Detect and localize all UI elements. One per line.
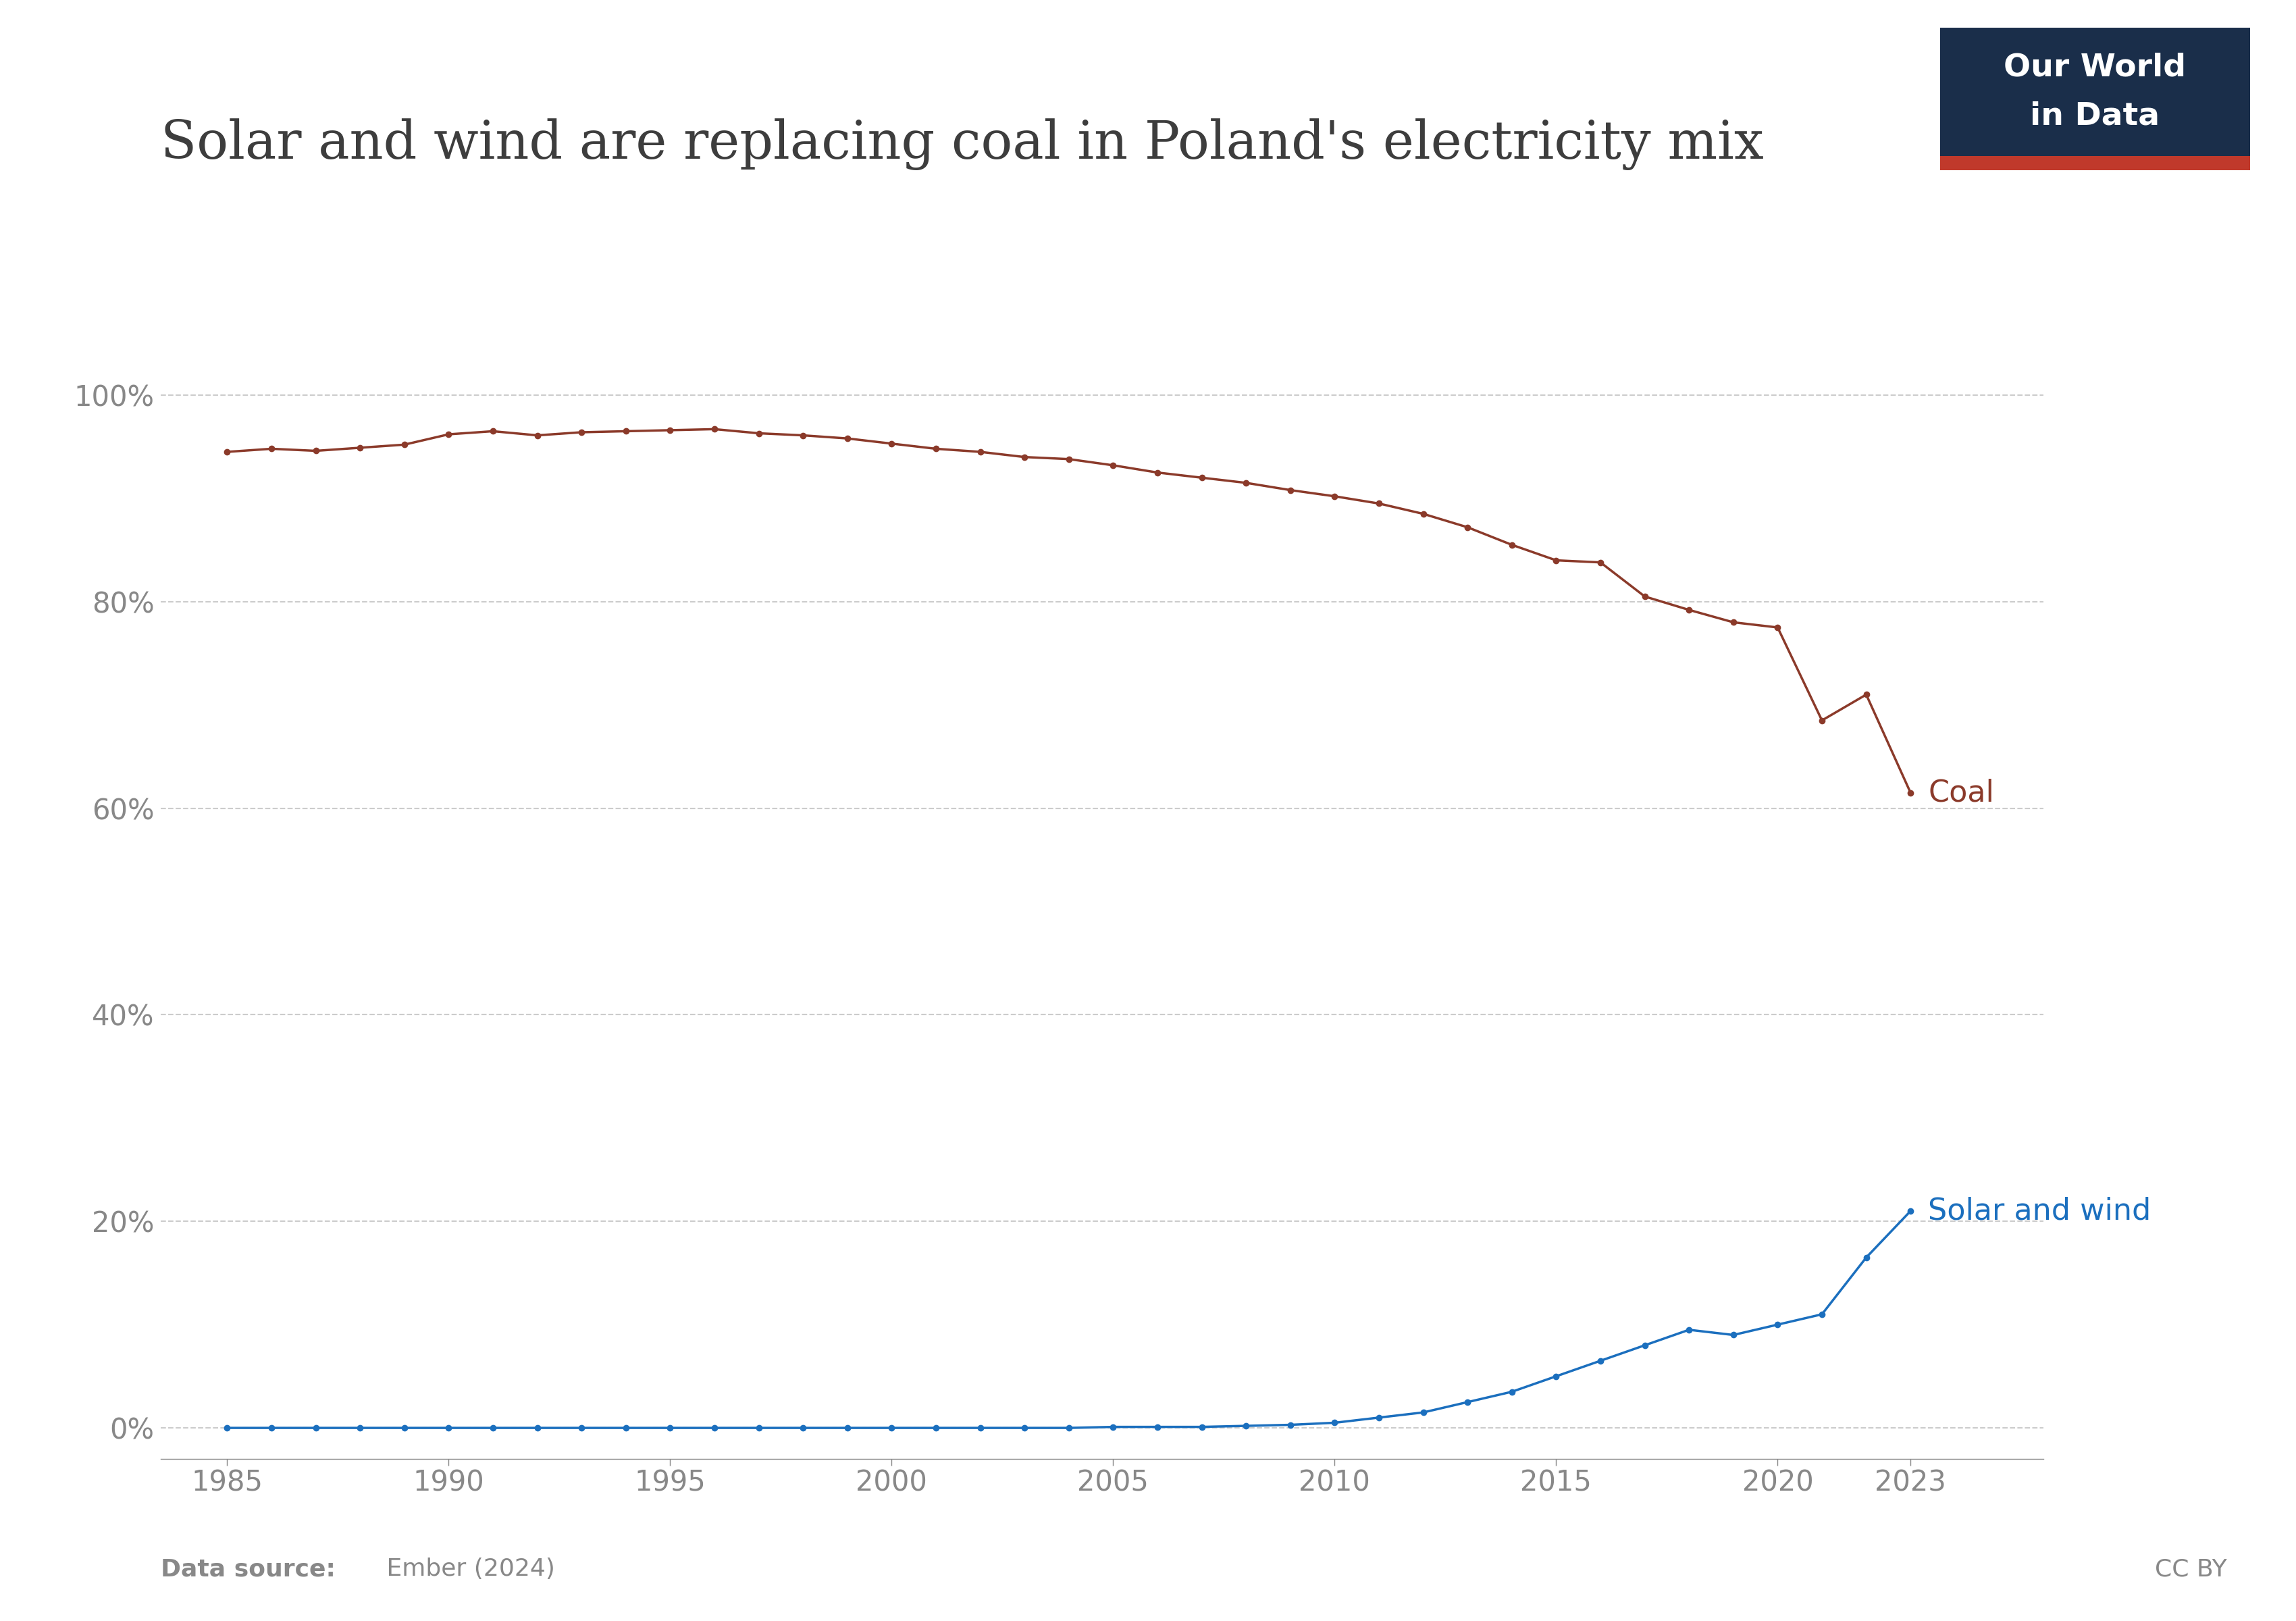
Text: Solar and wind: Solar and wind: [1929, 1196, 2151, 1225]
Text: Data source:: Data source:: [161, 1558, 335, 1580]
Text: Coal: Coal: [1929, 778, 1995, 807]
Text: Ember (2024): Ember (2024): [379, 1558, 556, 1580]
Text: Our World: Our World: [2004, 52, 2186, 83]
Text: CC BY: CC BY: [2156, 1558, 2227, 1580]
Text: in Data: in Data: [2030, 101, 2161, 131]
Text: Solar and wind are replacing coal in Poland's electricity mix: Solar and wind are replacing coal in Pol…: [161, 118, 1763, 170]
